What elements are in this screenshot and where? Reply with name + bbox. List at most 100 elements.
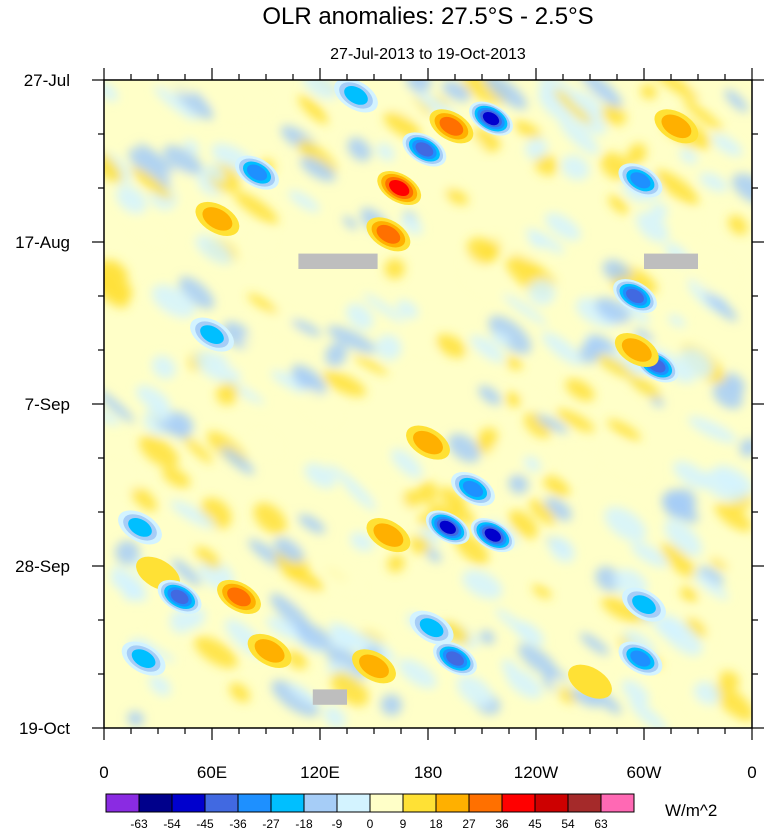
texture-blob bbox=[621, 679, 650, 705]
texture-blob bbox=[569, 454, 593, 476]
texture-blob bbox=[549, 536, 575, 563]
texture-blob bbox=[652, 80, 700, 101]
texture-blob bbox=[491, 331, 511, 346]
texture-blob bbox=[288, 190, 320, 213]
anomaly-feature bbox=[469, 101, 513, 136]
anomaly-feature bbox=[614, 332, 659, 368]
texture-blob bbox=[353, 354, 388, 375]
colorbar-swatch bbox=[237, 793, 272, 813]
anomaly-feature bbox=[654, 109, 699, 144]
texture-blob bbox=[302, 80, 340, 100]
texture-blob bbox=[685, 617, 707, 638]
colorbar-units: W/m^2 bbox=[665, 801, 717, 820]
texture-blob bbox=[291, 364, 327, 396]
texture-blob bbox=[416, 481, 438, 504]
texture-blob bbox=[522, 390, 551, 413]
x-tick-label: 120E bbox=[300, 763, 340, 782]
texture-blob bbox=[544, 497, 572, 521]
colorbar-label: 45 bbox=[528, 817, 542, 830]
texture-blob bbox=[156, 420, 190, 440]
texture-blob bbox=[441, 80, 471, 102]
texture-blob bbox=[104, 389, 135, 423]
colorbar-label: -27 bbox=[262, 817, 280, 830]
texture-blob bbox=[539, 567, 554, 579]
anomaly-feature bbox=[618, 641, 663, 676]
anomaly-contour bbox=[413, 430, 443, 455]
texture-blob bbox=[220, 446, 255, 475]
texture-blob bbox=[570, 687, 602, 708]
missing-data-region bbox=[644, 253, 698, 269]
anomaly-contour bbox=[202, 207, 233, 231]
anomaly-feature bbox=[618, 163, 663, 198]
y-axis: 27-Jul 17-Aug 7-Sep 28-Sep 19-Oct bbox=[15, 71, 764, 738]
texture-blob bbox=[608, 195, 629, 215]
anomaly-feature bbox=[406, 425, 450, 460]
anomaly-contour bbox=[246, 164, 268, 181]
texture-blob bbox=[398, 658, 437, 689]
anomaly-contour bbox=[626, 288, 644, 304]
texture-blob bbox=[291, 319, 322, 337]
anomaly-feature bbox=[470, 518, 515, 553]
texture-blob bbox=[412, 96, 434, 115]
colorbar-label: -63 bbox=[130, 817, 148, 830]
colorbar-swatch bbox=[303, 793, 338, 813]
texture-blob bbox=[502, 294, 548, 326]
colorbar-swatch bbox=[468, 793, 503, 813]
texture-blob bbox=[683, 99, 724, 132]
texture-blob bbox=[229, 81, 269, 113]
y-tick-label: 7-Sep bbox=[25, 395, 70, 414]
texture-blob bbox=[476, 427, 498, 451]
texture-blob bbox=[178, 276, 215, 310]
anomaly-contour bbox=[344, 85, 368, 105]
texture-blob bbox=[505, 392, 522, 407]
texture-blob bbox=[126, 209, 163, 244]
texture-blob bbox=[274, 537, 304, 563]
colorbar-swatch bbox=[567, 793, 602, 813]
anomaly-contour bbox=[419, 618, 444, 638]
texture-blob bbox=[693, 80, 714, 98]
texture-blob bbox=[233, 191, 279, 224]
anomaly-contour bbox=[254, 639, 285, 663]
texture-blob bbox=[375, 334, 402, 360]
texture-blob bbox=[553, 88, 593, 125]
texture-blob bbox=[673, 461, 710, 489]
colorbar-swatch bbox=[336, 793, 371, 813]
texture-blob bbox=[631, 542, 669, 568]
anomaly-contour bbox=[376, 224, 401, 244]
texture-blob bbox=[203, 83, 247, 118]
anomaly-contour bbox=[630, 650, 651, 667]
texture-blob bbox=[660, 543, 697, 579]
texture-blob bbox=[322, 370, 366, 397]
texture-blob bbox=[151, 624, 168, 640]
texture-blob bbox=[508, 474, 529, 494]
anomaly-contour bbox=[484, 528, 501, 542]
texture-blob bbox=[600, 104, 627, 126]
texture-blob bbox=[139, 435, 179, 468]
anomaly-contour bbox=[131, 649, 156, 669]
anomaly-feature bbox=[409, 610, 454, 645]
texture-blob bbox=[560, 80, 610, 111]
texture-blob bbox=[151, 284, 196, 318]
x-tick-label: 120W bbox=[514, 763, 558, 782]
texture-blob bbox=[409, 535, 431, 555]
texture-blob bbox=[466, 237, 497, 265]
texture-blob bbox=[534, 153, 558, 176]
texture-blob bbox=[448, 433, 481, 463]
anomaly-contour bbox=[630, 172, 651, 189]
texture-blob bbox=[163, 145, 203, 175]
texture-blob bbox=[383, 111, 421, 140]
texture-blob bbox=[330, 671, 369, 707]
anomaly-contour bbox=[632, 595, 656, 615]
texture-blob bbox=[216, 382, 239, 406]
texture-blob bbox=[374, 489, 409, 514]
texture-blob bbox=[229, 682, 251, 703]
anomaly-contour bbox=[128, 517, 152, 537]
anomaly-feature bbox=[217, 579, 261, 614]
texture-blob bbox=[594, 352, 635, 380]
colorbar-swatch bbox=[402, 793, 437, 813]
texture-blob bbox=[194, 636, 238, 669]
anomaly-feature bbox=[195, 201, 240, 236]
texture-blob bbox=[234, 374, 257, 396]
texture-blob bbox=[508, 510, 538, 539]
missing-data-region bbox=[312, 689, 347, 705]
